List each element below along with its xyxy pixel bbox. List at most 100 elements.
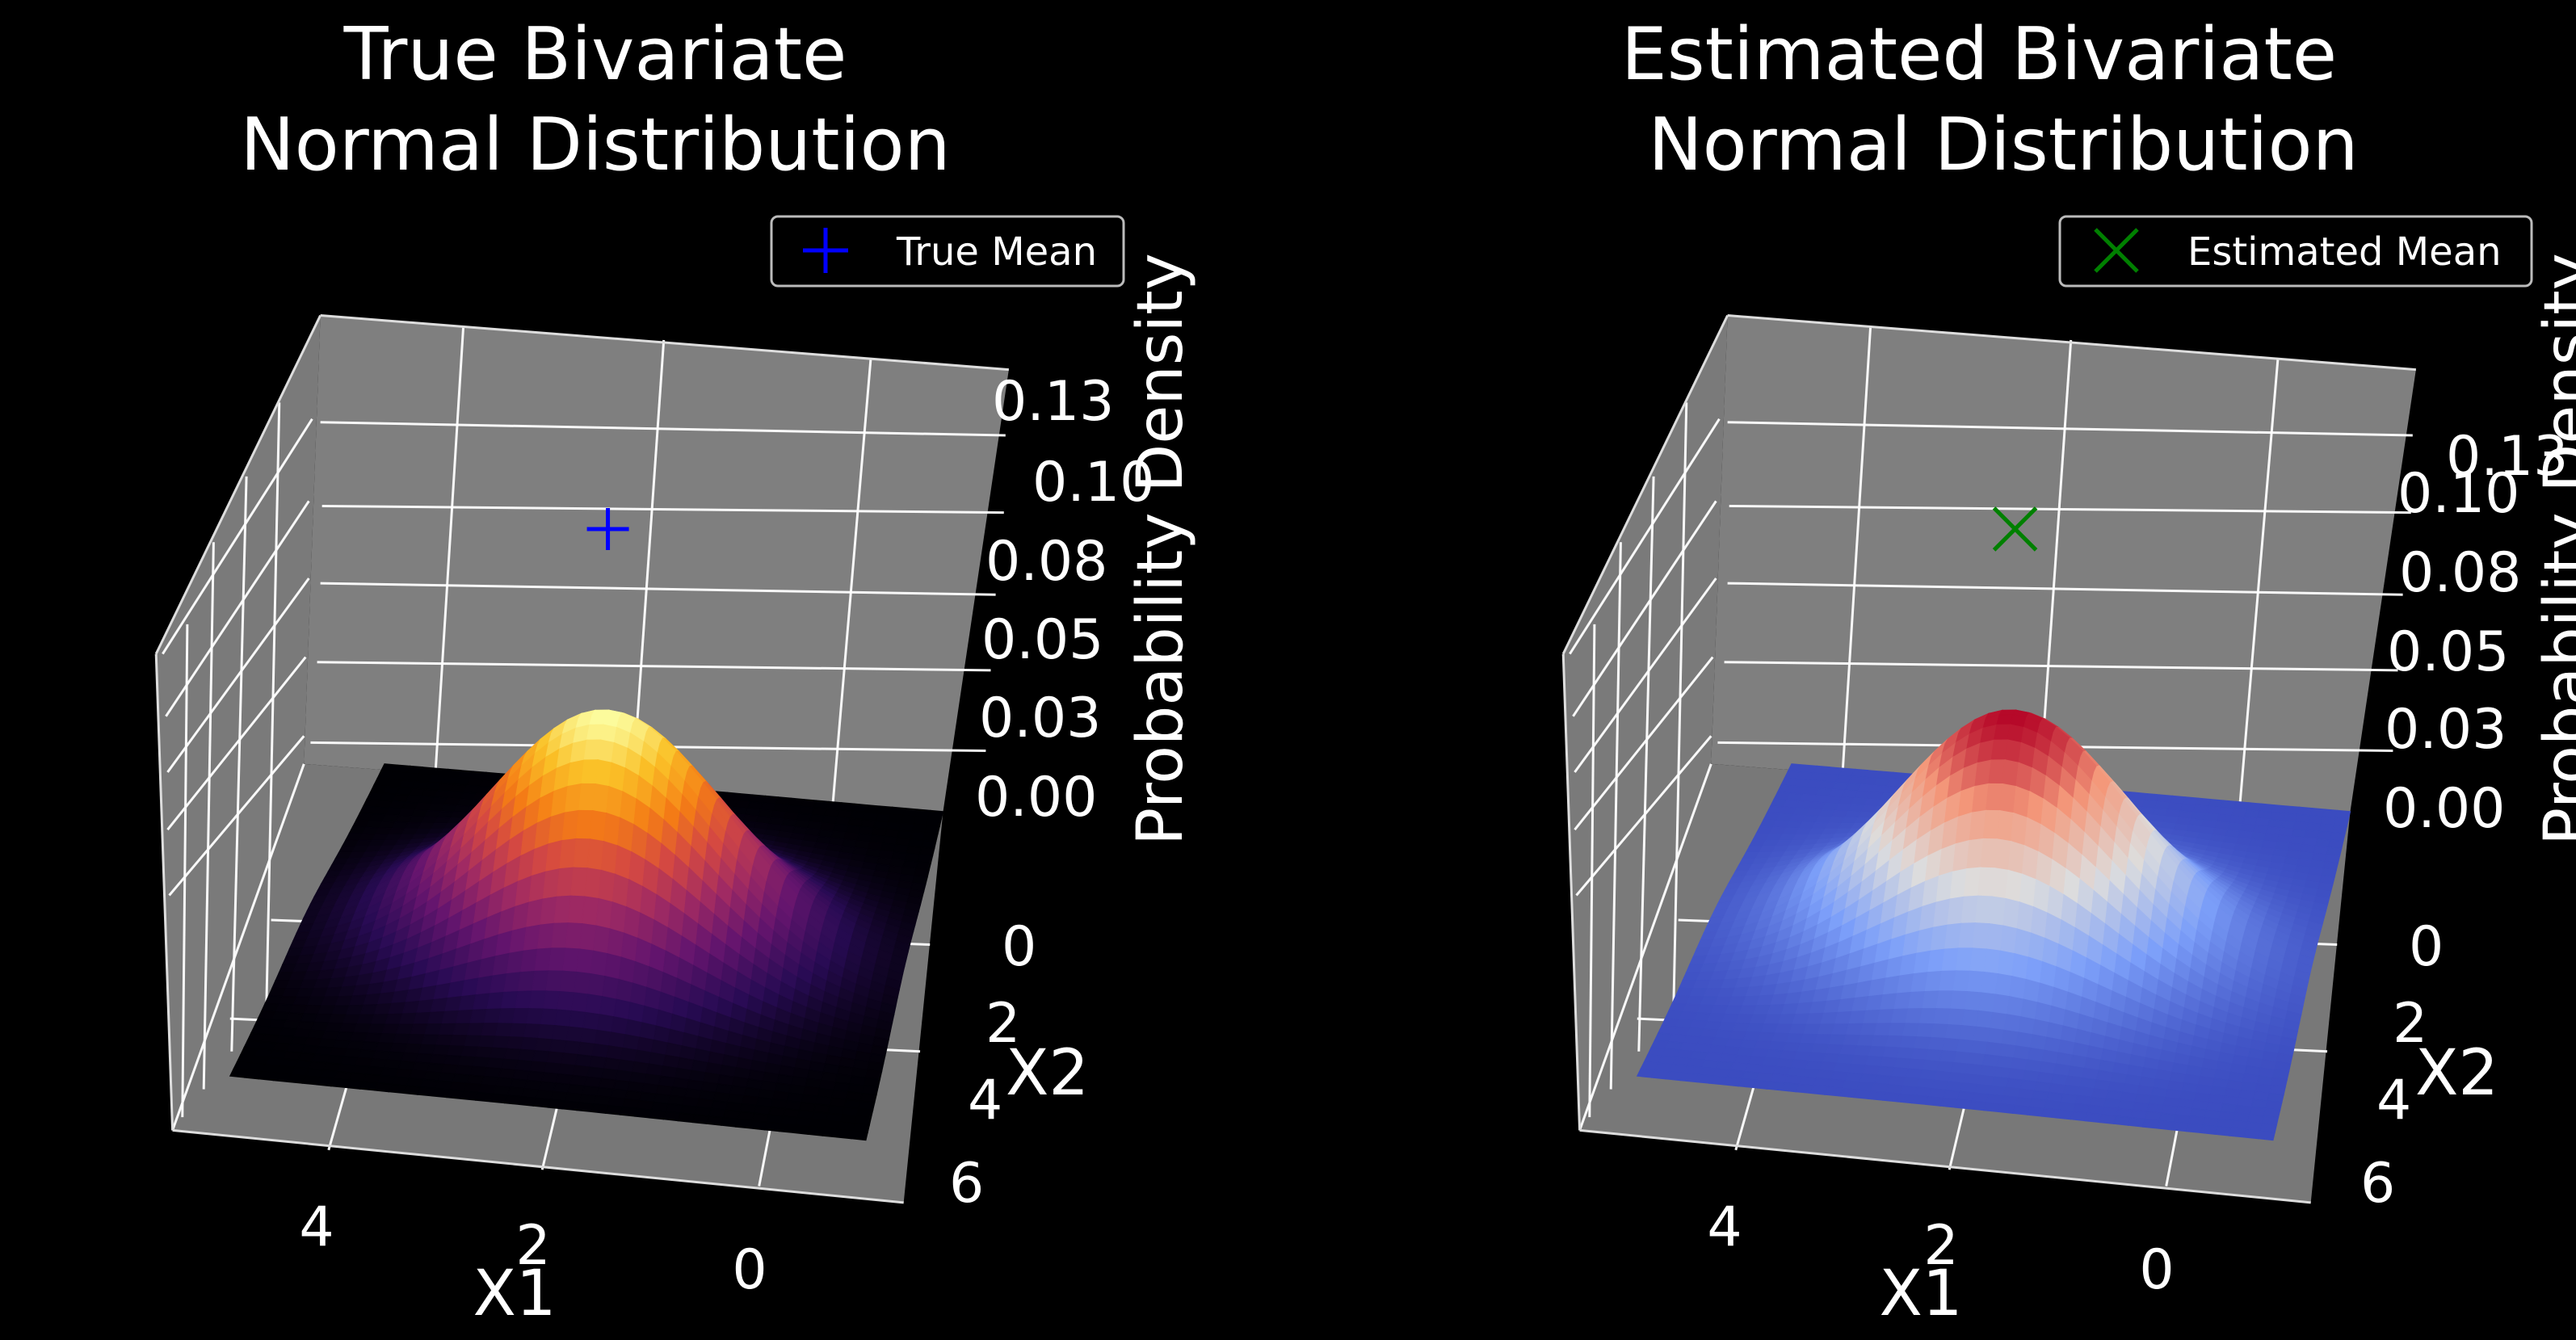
- y-tick-label: 4: [2376, 1069, 2411, 1132]
- back-wall-pane: [1711, 315, 2416, 812]
- back-wall-gridline: [2038, 339, 2073, 789]
- z-axis-label: Probability Density: [2532, 253, 2576, 846]
- z-tick-label: 0.00: [975, 766, 1097, 830]
- y-tick-label: 0: [1002, 915, 1036, 979]
- surface-facet: [750, 1119, 767, 1131]
- surface-facet: [2157, 1119, 2175, 1131]
- surface-facet: [2243, 1129, 2262, 1140]
- surface-facet: [2185, 1123, 2204, 1134]
- y-axis-label: X2: [2415, 1037, 2498, 1110]
- legend: True Mean: [770, 215, 1125, 288]
- x-axis-label: X1: [473, 1258, 556, 1330]
- surface-facet: [662, 1111, 681, 1122]
- left-wall-gridline: [162, 418, 313, 655]
- x-axis-label: X1: [1879, 1258, 1962, 1330]
- surface-facet: [792, 1124, 811, 1135]
- left-wall-gridline: [1569, 418, 1721, 655]
- chart-title-line-1: Estimated Bivariate: [1621, 12, 2337, 97]
- x-tick-label: 0: [2139, 1238, 2174, 1302]
- y-tick-label: 0: [2409, 915, 2444, 979]
- y-axis-label: X2: [1006, 1037, 1089, 1110]
- chart-title-line-2: Normal Distribution: [240, 103, 950, 187]
- left-wall-gridline: [166, 656, 307, 831]
- legend-label: True Mean: [896, 229, 1097, 275]
- x-tick-label: 4: [299, 1195, 334, 1259]
- surface-facet: [706, 1115, 725, 1126]
- surface-facet: [620, 1106, 638, 1117]
- back-wall-gridline: [320, 421, 1006, 437]
- z-tick-label: 0.03: [2385, 698, 2507, 762]
- floor-gridline: [171, 763, 305, 1131]
- back-wall-pane: [304, 315, 1009, 812]
- left-wall-pane: [1563, 315, 1728, 1131]
- z-tick-label: 0.05: [2387, 620, 2509, 684]
- surface-facet: [2055, 1109, 2074, 1120]
- surface-facet: [627, 1002, 645, 1023]
- back-wall-gridline: [321, 504, 1004, 515]
- surface-facet: [2200, 1124, 2218, 1135]
- surface-facet: [822, 1128, 840, 1138]
- surface-facet: [2012, 1045, 2032, 1061]
- y-tick-label: 2: [985, 992, 1020, 1056]
- back-wall-gridline: [434, 326, 465, 775]
- back-wall-gridline: [317, 661, 991, 672]
- surface-facet: [613, 998, 632, 1021]
- x-tick-labels: 4 2 0: [299, 1195, 767, 1302]
- z-tick-label: 0.08: [2399, 541, 2521, 605]
- x-tick-label: 2: [515, 1214, 550, 1278]
- y-tick-label: 6: [949, 1152, 984, 1216]
- legend-label: Estimated Mean: [2187, 229, 2502, 275]
- back-wall-gridline: [1727, 582, 2403, 596]
- mean-marker: [586, 507, 629, 550]
- surface-facet: [2128, 1117, 2146, 1128]
- box-edge: [1727, 314, 2416, 372]
- surface-facet: [2040, 1107, 2060, 1119]
- box-edge: [1579, 1128, 2311, 1204]
- surface-facet: [807, 1126, 826, 1136]
- surface-facet: [2027, 1106, 2045, 1117]
- estimated-distribution-panel: Estimated Bivariate Normal Distribution …: [1561, 12, 2576, 1330]
- box-edge: [154, 314, 321, 655]
- back-wall-gridline: [631, 339, 666, 789]
- z-tick-label: 0.13: [992, 370, 1114, 434]
- y-tick-label: 4: [968, 1069, 1002, 1132]
- left-wall-pane: [156, 315, 321, 1131]
- surface-facet: [605, 1045, 624, 1061]
- surface-facet: [677, 1112, 695, 1124]
- box-edge: [154, 653, 174, 1131]
- box-edge: [1561, 653, 1582, 1131]
- z-tick-label: 0.10: [1032, 451, 1154, 515]
- chart-title-line-1: True Bivariate: [343, 12, 847, 97]
- surface-facet: [2099, 1114, 2117, 1124]
- surface-facet: [2214, 1126, 2233, 1136]
- left-wall-gridline: [1672, 402, 1688, 1019]
- surface-facet: [605, 1105, 624, 1115]
- left-wall-gridline: [1572, 500, 1717, 717]
- surface-facet: [2113, 1115, 2132, 1126]
- legend-marker-plus: [803, 228, 848, 273]
- x-tick-label: 0: [732, 1238, 767, 1302]
- left-wall-gridline: [265, 402, 281, 1019]
- surface-facet: [2229, 1128, 2247, 1138]
- z-tick-labels: 0.13 0.10 0.08 0.05 0.03 0.00: [975, 370, 1154, 830]
- surface-facet: [2070, 1111, 2088, 1122]
- left-wall-gridline: [1588, 624, 1596, 1118]
- chart-title-line-2: Normal Distribution: [1648, 103, 2358, 187]
- box-edge: [1561, 314, 1729, 655]
- y-tick-label: 6: [2360, 1152, 2395, 1216]
- true-distribution-panel: True Bivariate Normal Distribution 0.13 0…: [154, 12, 1197, 1330]
- surface-facet: [721, 1117, 739, 1128]
- surface-facet: [2142, 1119, 2161, 1129]
- z-tick-label: 0.08: [985, 530, 1107, 594]
- surface-facet: [735, 1119, 754, 1129]
- z-tick-label: 0.05: [981, 608, 1103, 672]
- back-wall-gridline: [320, 582, 996, 596]
- x-tick-label: 4: [1707, 1195, 1742, 1259]
- left-wall-gridline: [166, 578, 310, 773]
- surface-facet: [691, 1114, 710, 1124]
- left-wall-gridline: [1574, 656, 1714, 831]
- surface-facet: [2084, 1112, 2103, 1124]
- z-axis-label: Probability Density: [1124, 253, 1197, 846]
- y-tick-labels: 0 2 4 6: [949, 915, 1036, 1216]
